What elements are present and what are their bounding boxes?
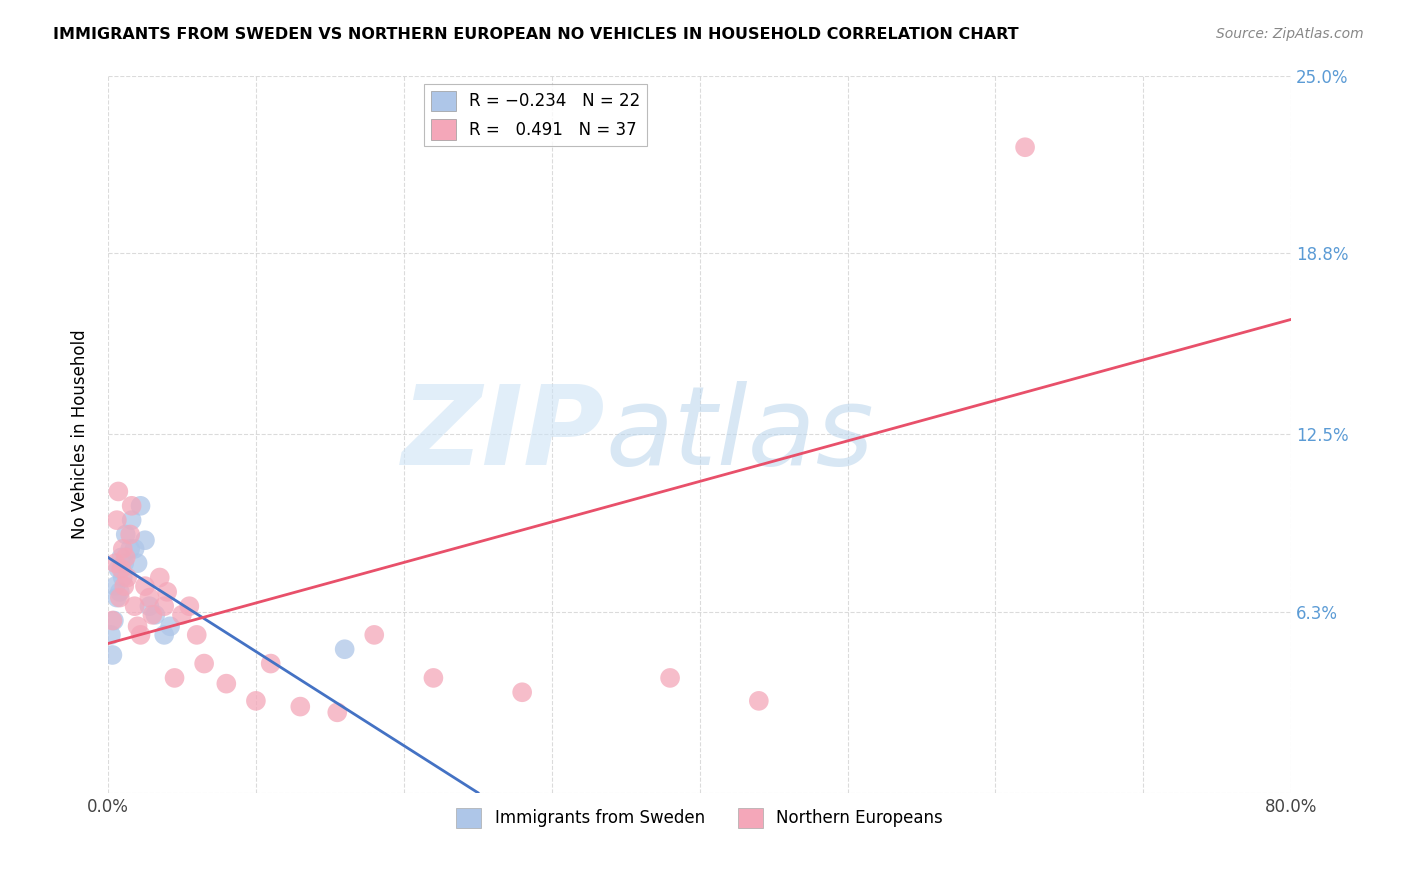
Point xyxy=(108,591,131,605)
Point xyxy=(422,671,444,685)
Point xyxy=(163,671,186,685)
Text: ZIP: ZIP xyxy=(402,381,605,488)
Point xyxy=(143,607,166,622)
Point xyxy=(111,570,134,584)
Point xyxy=(121,499,143,513)
Legend: Immigrants from Sweden, Northern Europeans: Immigrants from Sweden, Northern Europea… xyxy=(450,801,950,835)
Point xyxy=(153,599,176,614)
Point xyxy=(290,699,312,714)
Point xyxy=(103,614,125,628)
Point xyxy=(156,585,179,599)
Point xyxy=(260,657,283,671)
Point xyxy=(100,628,122,642)
Point xyxy=(110,562,132,576)
Point xyxy=(363,628,385,642)
Point xyxy=(120,541,142,556)
Point xyxy=(170,607,193,622)
Point xyxy=(107,484,129,499)
Point xyxy=(105,591,128,605)
Point xyxy=(112,579,135,593)
Point xyxy=(333,642,356,657)
Point xyxy=(510,685,533,699)
Y-axis label: No Vehicles in Household: No Vehicles in Household xyxy=(72,329,89,539)
Point xyxy=(112,556,135,570)
Point xyxy=(134,533,156,548)
Point xyxy=(111,541,134,556)
Point xyxy=(114,527,136,541)
Point xyxy=(120,527,142,541)
Point xyxy=(114,550,136,565)
Text: atlas: atlas xyxy=(605,381,873,488)
Point xyxy=(108,585,131,599)
Point xyxy=(101,614,124,628)
Point xyxy=(215,676,238,690)
Point xyxy=(104,556,127,570)
Point xyxy=(134,579,156,593)
Point xyxy=(149,570,172,584)
Point xyxy=(121,513,143,527)
Point xyxy=(186,628,208,642)
Text: Source: ZipAtlas.com: Source: ZipAtlas.com xyxy=(1216,27,1364,41)
Point xyxy=(138,599,160,614)
Point xyxy=(659,671,682,685)
Point xyxy=(159,619,181,633)
Point xyxy=(141,607,163,622)
Point xyxy=(101,648,124,662)
Point xyxy=(193,657,215,671)
Point xyxy=(129,628,152,642)
Point xyxy=(115,570,138,584)
Point xyxy=(326,706,349,720)
Point xyxy=(748,694,770,708)
Point xyxy=(124,599,146,614)
Point xyxy=(127,619,149,633)
Point xyxy=(153,628,176,642)
Point xyxy=(127,556,149,570)
Point xyxy=(110,550,132,565)
Point xyxy=(129,499,152,513)
Point xyxy=(105,513,128,527)
Point xyxy=(138,591,160,605)
Point xyxy=(104,579,127,593)
Text: IMMIGRANTS FROM SWEDEN VS NORTHERN EUROPEAN NO VEHICLES IN HOUSEHOLD CORRELATION: IMMIGRANTS FROM SWEDEN VS NORTHERN EUROP… xyxy=(53,27,1019,42)
Point xyxy=(1014,140,1036,154)
Point xyxy=(107,562,129,576)
Point xyxy=(124,541,146,556)
Point xyxy=(245,694,267,708)
Point xyxy=(179,599,201,614)
